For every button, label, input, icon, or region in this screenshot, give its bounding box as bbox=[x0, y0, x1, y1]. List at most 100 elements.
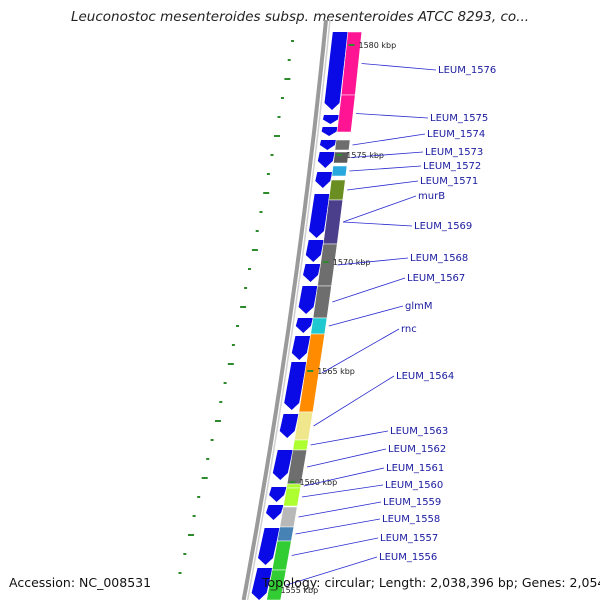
label-leader bbox=[332, 277, 406, 303]
kbp-tick bbox=[348, 44, 355, 46]
gc-tick bbox=[244, 287, 248, 289]
cds-arrow bbox=[298, 286, 318, 314]
gene-label: LEUM_1563 bbox=[390, 426, 448, 437]
gc-tick bbox=[201, 477, 208, 479]
gc-tick bbox=[266, 173, 270, 175]
label-leader bbox=[321, 328, 400, 374]
gc-tick bbox=[183, 553, 187, 555]
gene-label: LEUM_1556 bbox=[379, 552, 437, 563]
cds-arrow bbox=[324, 32, 348, 110]
gc-tick bbox=[178, 572, 182, 574]
gc-tick bbox=[231, 344, 235, 346]
gene-label: LEUM_1573 bbox=[425, 147, 483, 158]
gc-tick bbox=[259, 211, 263, 213]
gene-block bbox=[276, 526, 295, 542]
cds-arrow bbox=[295, 318, 313, 333]
kbp-tick bbox=[270, 589, 277, 591]
gene-label: glmM bbox=[405, 301, 433, 312]
gc-tick bbox=[274, 135, 280, 137]
label-leader bbox=[342, 195, 417, 223]
gene-label: LEUM_1562 bbox=[388, 444, 446, 455]
cds-arrow bbox=[303, 264, 321, 282]
gene-blocks bbox=[266, 31, 363, 600]
gc-tick bbox=[263, 192, 270, 194]
label-leader bbox=[328, 305, 404, 327]
gene-label: LEUM_1569 bbox=[414, 221, 472, 232]
cds-arrow bbox=[315, 172, 333, 188]
gene-label: LEUM_1561 bbox=[386, 463, 444, 474]
gc-tick bbox=[270, 154, 274, 156]
gc-tick bbox=[277, 116, 281, 118]
gene-block bbox=[279, 506, 298, 528]
cds-arrow bbox=[319, 140, 337, 150]
gene-label: LEUM_1571 bbox=[420, 176, 478, 187]
gc-tick bbox=[248, 268, 251, 270]
backbone-outer bbox=[241, 19, 328, 600]
gene-label: LEUM_1572 bbox=[423, 161, 481, 172]
kbp-tick bbox=[322, 261, 329, 263]
gene-labels: LEUM_1576 LEUM_1575 LEUM_1574 LEUM_1573 LEUM… bbox=[286, 63, 496, 586]
cds-arrow bbox=[305, 240, 324, 262]
label-leader bbox=[301, 484, 384, 498]
cds-arrow bbox=[258, 528, 280, 565]
topology-summary: Topology: circular; Length: 2,038,396 bp… bbox=[262, 575, 600, 590]
kbp-tick bbox=[336, 154, 343, 156]
cds-arrow bbox=[322, 115, 339, 124]
gc-tick bbox=[188, 534, 194, 536]
kbp-label: 1565 kbp bbox=[317, 367, 355, 376]
cds-arrow bbox=[272, 450, 293, 480]
kbp-label: 1570 kbp bbox=[333, 258, 371, 267]
cds-arrow bbox=[291, 336, 311, 360]
gc-tick bbox=[287, 59, 291, 61]
gene-label: LEUM_1576 bbox=[438, 65, 496, 76]
gene-label: LEUM_1557 bbox=[380, 533, 438, 544]
kbp-tick bbox=[289, 481, 296, 483]
cds-arrows bbox=[251, 32, 348, 600]
label-leader bbox=[337, 257, 409, 266]
gene-block bbox=[331, 165, 348, 177]
gene-label: LEUM_1560 bbox=[385, 480, 443, 491]
label-leader bbox=[347, 180, 419, 191]
gene-label: LEUM_1575 bbox=[430, 113, 488, 124]
gc-tick bbox=[281, 97, 284, 99]
cds-arrow bbox=[251, 568, 273, 600]
gc-tick bbox=[210, 439, 214, 441]
gene-block bbox=[292, 439, 309, 451]
backbone-inner bbox=[246, 19, 331, 600]
cds-arrow bbox=[269, 487, 287, 502]
gene-block bbox=[283, 487, 301, 507]
label-leader bbox=[356, 113, 429, 119]
label-leader bbox=[286, 556, 378, 586]
gc-tick bbox=[192, 515, 196, 517]
label-leader bbox=[306, 448, 387, 468]
cds-arrow bbox=[279, 414, 299, 438]
label-leader bbox=[313, 375, 395, 427]
gc-tick bbox=[240, 306, 247, 308]
cds-arrow bbox=[317, 152, 335, 168]
label-leader bbox=[352, 133, 426, 146]
gc-tick bbox=[227, 363, 234, 365]
gc-tick bbox=[219, 401, 223, 403]
gene-block bbox=[334, 139, 351, 151]
label-leader bbox=[303, 467, 385, 487]
gene-block bbox=[266, 569, 287, 600]
accession-label: Accession: NC_008531 bbox=[9, 575, 152, 590]
backbone bbox=[241, 19, 331, 600]
gene-label: LEUM_1568 bbox=[410, 253, 468, 264]
gene-label: LEUM_1564 bbox=[396, 371, 454, 382]
gc-tick bbox=[255, 230, 259, 232]
cds-arrow bbox=[266, 505, 284, 520]
cds-arrow bbox=[321, 127, 338, 136]
gene-label: LEUM_1559 bbox=[383, 497, 441, 508]
gc-tick bbox=[206, 458, 210, 460]
kbp-label: 1575 kbp bbox=[346, 151, 384, 160]
label-leader bbox=[349, 165, 422, 172]
gc-content-ticks bbox=[178, 40, 294, 574]
gene-label: LEUM_1574 bbox=[427, 129, 485, 140]
kbp-label: 1580 kbp bbox=[359, 41, 397, 50]
kbp-label: 1555 kbp bbox=[281, 586, 319, 595]
gc-tick bbox=[251, 249, 258, 251]
cds-arrow bbox=[309, 194, 330, 238]
